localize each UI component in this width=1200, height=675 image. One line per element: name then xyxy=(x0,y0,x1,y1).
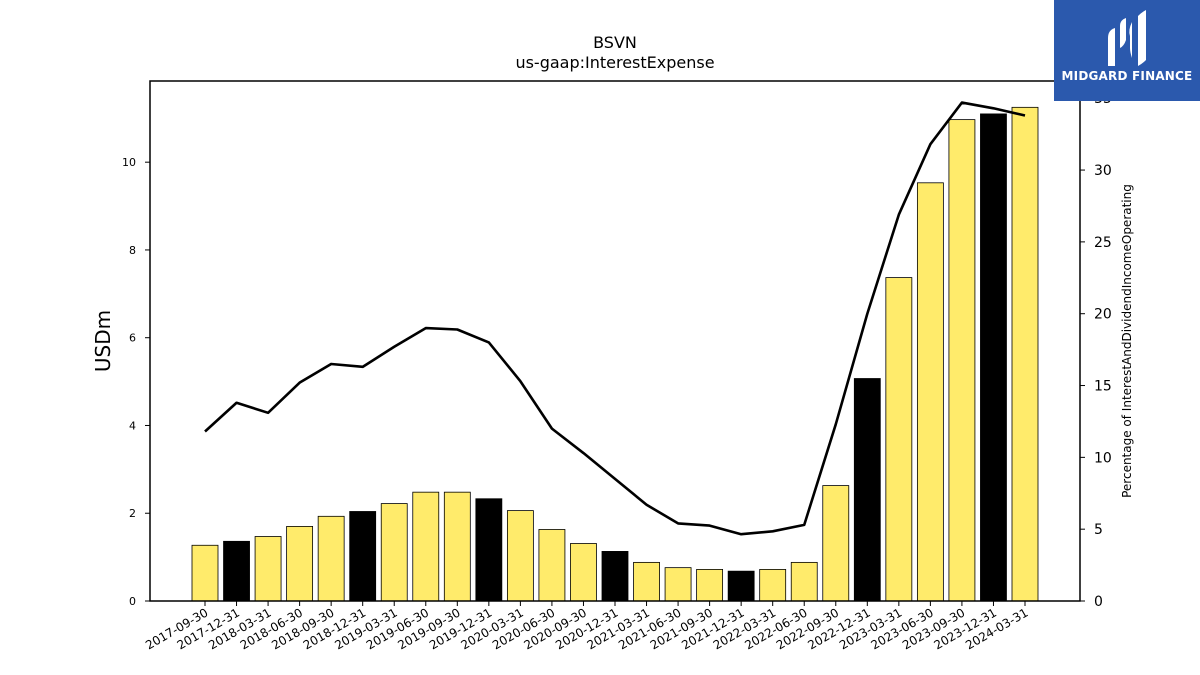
y-tick-label: 6 xyxy=(129,332,136,345)
bar-2019-09-30 xyxy=(443,491,471,602)
y2-tick-label: 20 xyxy=(1094,307,1112,323)
y2-tick-label: 30 xyxy=(1094,163,1112,179)
y-tick-label: 10 xyxy=(122,156,136,169)
bar-2018-06-30 xyxy=(286,526,314,602)
bar-2018-03-31 xyxy=(254,536,282,602)
bar-2023-06-30 xyxy=(916,182,944,602)
line-group xyxy=(204,101,1026,536)
line-series xyxy=(204,101,1026,536)
bar-2020-03-31 xyxy=(506,510,534,602)
bar-2022-09-30 xyxy=(822,485,850,602)
bar-2019-06-30 xyxy=(412,491,440,602)
bar-2023-09-30 xyxy=(948,119,976,602)
y2-tick-label: 10 xyxy=(1094,450,1112,466)
bar-2017-12-31 xyxy=(223,540,250,602)
bar-group xyxy=(191,106,1039,602)
bar-2020-12-31 xyxy=(601,551,629,602)
bar-2024-03-31 xyxy=(1011,106,1039,602)
bar-2019-03-31 xyxy=(380,503,408,602)
y2-tick-label: 25 xyxy=(1094,235,1112,251)
bar-2018-09-30 xyxy=(317,515,345,602)
y2-tick-label: 5 xyxy=(1094,522,1103,538)
bar-2022-12-31 xyxy=(853,378,881,602)
logo-icon xyxy=(1108,10,1146,66)
y2-tick-label: 0 xyxy=(1094,594,1103,610)
y2-tick-label: 15 xyxy=(1094,379,1112,395)
y-tick-label: 8 xyxy=(129,244,136,257)
x-axis: 2017-09-302017-12-312018-03-312018-06-30… xyxy=(143,601,1031,652)
bar-2023-03-31 xyxy=(885,277,913,602)
bar-2021-09-30 xyxy=(696,569,724,602)
bar-2021-03-31 xyxy=(633,561,660,602)
bar-2022-06-30 xyxy=(790,561,818,602)
bar-2018-12-31 xyxy=(349,511,377,602)
y-axis-right: 05101520253035 xyxy=(1080,91,1112,610)
bar-2023-12-31 xyxy=(980,113,1007,602)
logo-text: MIDGARD FINANCE xyxy=(1061,69,1193,83)
bar-2022-03-31 xyxy=(759,569,787,602)
chart-title: BSVN xyxy=(593,33,637,52)
brand-logo: MIDGARD FINANCE xyxy=(1054,0,1200,101)
bar-2020-06-30 xyxy=(538,529,566,602)
bar-2017-09-30 xyxy=(191,544,219,602)
bar-2021-06-30 xyxy=(664,567,692,602)
bar-2021-12-31 xyxy=(727,570,755,602)
chart-subtitle: us-gaap:InterestExpense xyxy=(515,53,714,72)
y-tick-label: 4 xyxy=(129,419,136,432)
y-tick-label: 2 xyxy=(129,507,136,520)
y-tick-label: 0 xyxy=(129,595,136,608)
y-axis-left: 0 2 4 6 8 10 xyxy=(122,156,150,608)
bar-2019-12-31 xyxy=(475,498,503,602)
y2-axis-label: Percentage of InterestAndDividendIncomeO… xyxy=(1120,184,1134,498)
bar-2020-09-30 xyxy=(570,543,597,602)
y-axis-label: USDm xyxy=(91,310,115,372)
